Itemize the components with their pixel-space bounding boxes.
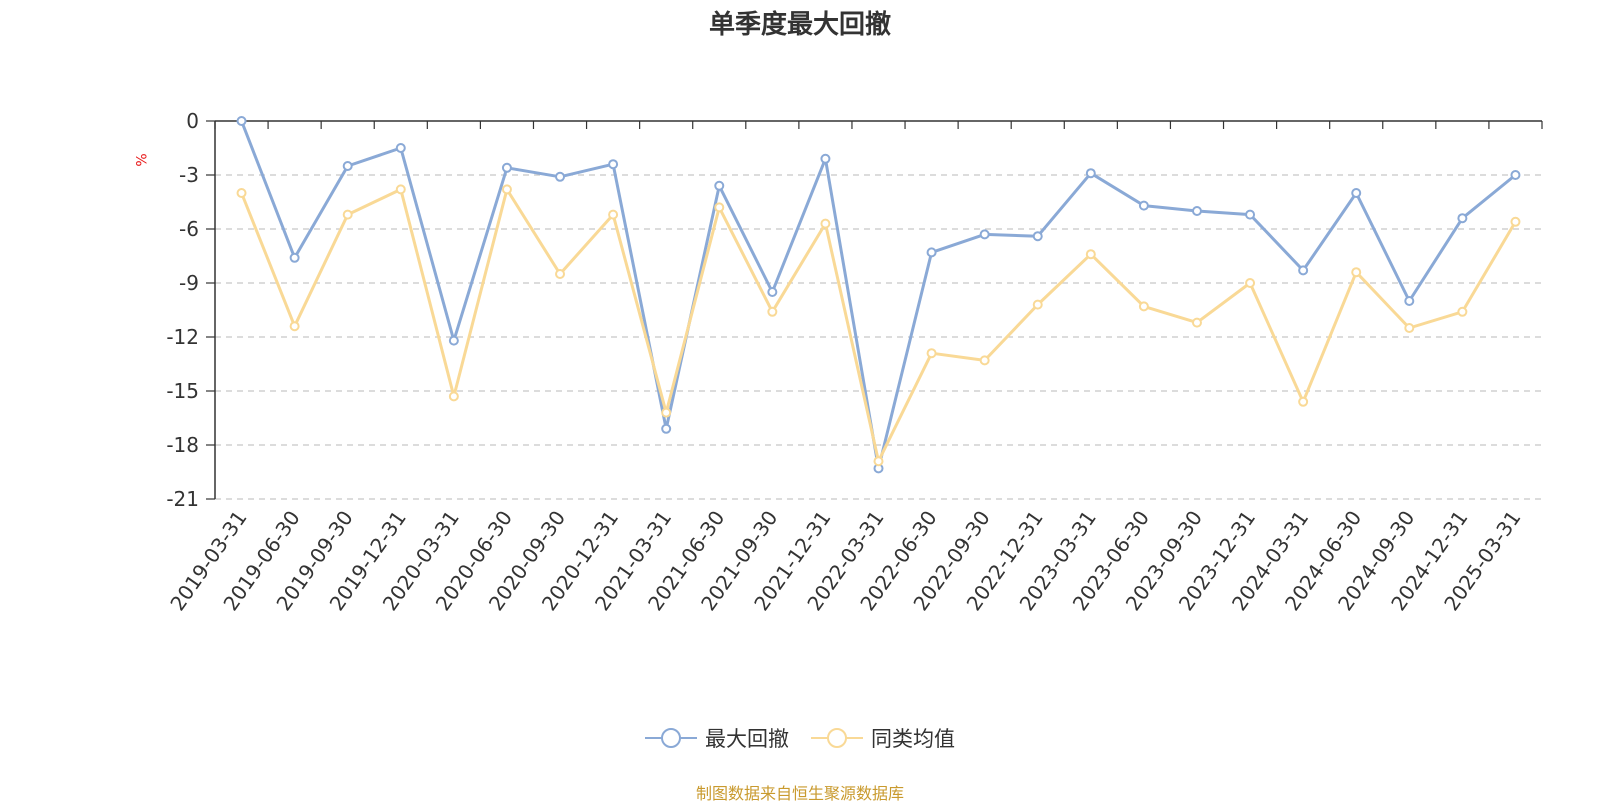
data-point-series-2 — [820, 218, 831, 229]
data-point-series-2 — [1351, 267, 1362, 278]
data-point-series-2 — [767, 306, 778, 317]
y-tick-label: -12 — [166, 325, 199, 349]
data-point-series-1 — [1510, 170, 1521, 180]
data-point-series-1 — [448, 335, 459, 346]
data-point-series-2 — [448, 391, 459, 402]
data-point-series-2 — [1245, 278, 1256, 288]
data-point-series-1 — [1032, 231, 1043, 242]
data-point-series-2 — [979, 355, 990, 366]
data-point-series-1 — [661, 423, 672, 434]
data-point-series-2 — [555, 269, 566, 279]
data-point-series-1 — [979, 229, 990, 240]
data-point-series-1 — [714, 180, 725, 191]
data-point-series-1 — [1351, 188, 1362, 198]
data-point-series-1 — [1457, 213, 1468, 224]
data-point-series-2 — [1032, 299, 1043, 310]
data-point-series-1 — [1298, 265, 1309, 276]
y-tick-label: -6 — [179, 217, 199, 241]
legend: 最大回撤 同类均值 — [0, 718, 1600, 758]
chart-title: 单季度最大回撤 — [708, 10, 891, 40]
data-point-series-1 — [1404, 296, 1415, 306]
data-point-series-2 — [342, 209, 353, 220]
data-point-series-2 — [1298, 396, 1309, 407]
series-lines — [240, 120, 1517, 470]
axes — [206, 120, 1543, 500]
legend-marker-series-2 — [811, 728, 863, 748]
x-tick-labels: 2019-03-312019-06-302019-09-302019-12-31… — [165, 506, 1525, 615]
data-point-series-2 — [1404, 323, 1415, 333]
data-point-series-1 — [1138, 200, 1149, 211]
legend-label-series-2: 同类均值 — [871, 727, 955, 751]
data-point-series-1 — [342, 161, 353, 171]
legend-marker-series-1 — [645, 728, 697, 748]
data-point-series-1 — [236, 116, 247, 126]
data-point-series-2 — [395, 184, 406, 195]
data-point-series-2 — [608, 209, 619, 220]
y-tick-label: -21 — [166, 487, 199, 511]
data-point-series-1 — [767, 287, 778, 297]
data-point-series-1 — [289, 252, 300, 263]
y-tick-label: -9 — [179, 271, 199, 295]
y-tick-label: -3 — [179, 163, 199, 187]
data-point-series-2 — [1510, 216, 1521, 227]
data-point-series-2 — [714, 202, 725, 213]
legend-item-series-1[interactable]: 最大回撤 — [645, 723, 789, 753]
data-point-series-1 — [926, 247, 937, 258]
data-point-series-1 — [1085, 168, 1096, 179]
series-points — [236, 116, 1521, 474]
data-point-series-1 — [555, 171, 566, 182]
data-point-series-2 — [661, 407, 672, 418]
data-point-series-1 — [395, 143, 406, 153]
legend-item-series-2[interactable]: 同类均值 — [811, 723, 955, 753]
data-point-series-2 — [1085, 249, 1096, 260]
grid-lines — [215, 174, 1542, 500]
data-point-series-1 — [501, 162, 512, 173]
series-line-1 — [240, 120, 1517, 470]
data-point-series-1 — [820, 153, 831, 164]
data-point-series-2 — [926, 348, 937, 359]
data-point-series-2 — [873, 456, 884, 467]
data-point-series-1 — [1191, 206, 1202, 216]
y-tick-label: -15 — [166, 379, 199, 403]
legend-label-series-1: 最大回撤 — [705, 727, 789, 751]
data-source-note: 制图数据来自恒生聚源数据库 — [695, 784, 904, 803]
data-point-series-1 — [608, 159, 619, 170]
data-point-series-2 — [1457, 306, 1468, 317]
data-point-series-2 — [501, 184, 512, 195]
data-point-series-1 — [1245, 209, 1256, 220]
y-tick-labels: 0 -3 -6 -9 -12 -15 -18 -21 — [166, 109, 199, 511]
data-point-series-2 — [1138, 301, 1149, 312]
y-tick-label: -18 — [166, 433, 199, 457]
data-point-series-2 — [289, 321, 300, 332]
series-line-2 — [240, 187, 1517, 463]
data-point-series-2 — [236, 188, 247, 198]
y-tick-label: 0 — [186, 109, 199, 133]
data-point-series-2 — [1191, 317, 1202, 328]
y-axis-label: % — [134, 153, 151, 167]
